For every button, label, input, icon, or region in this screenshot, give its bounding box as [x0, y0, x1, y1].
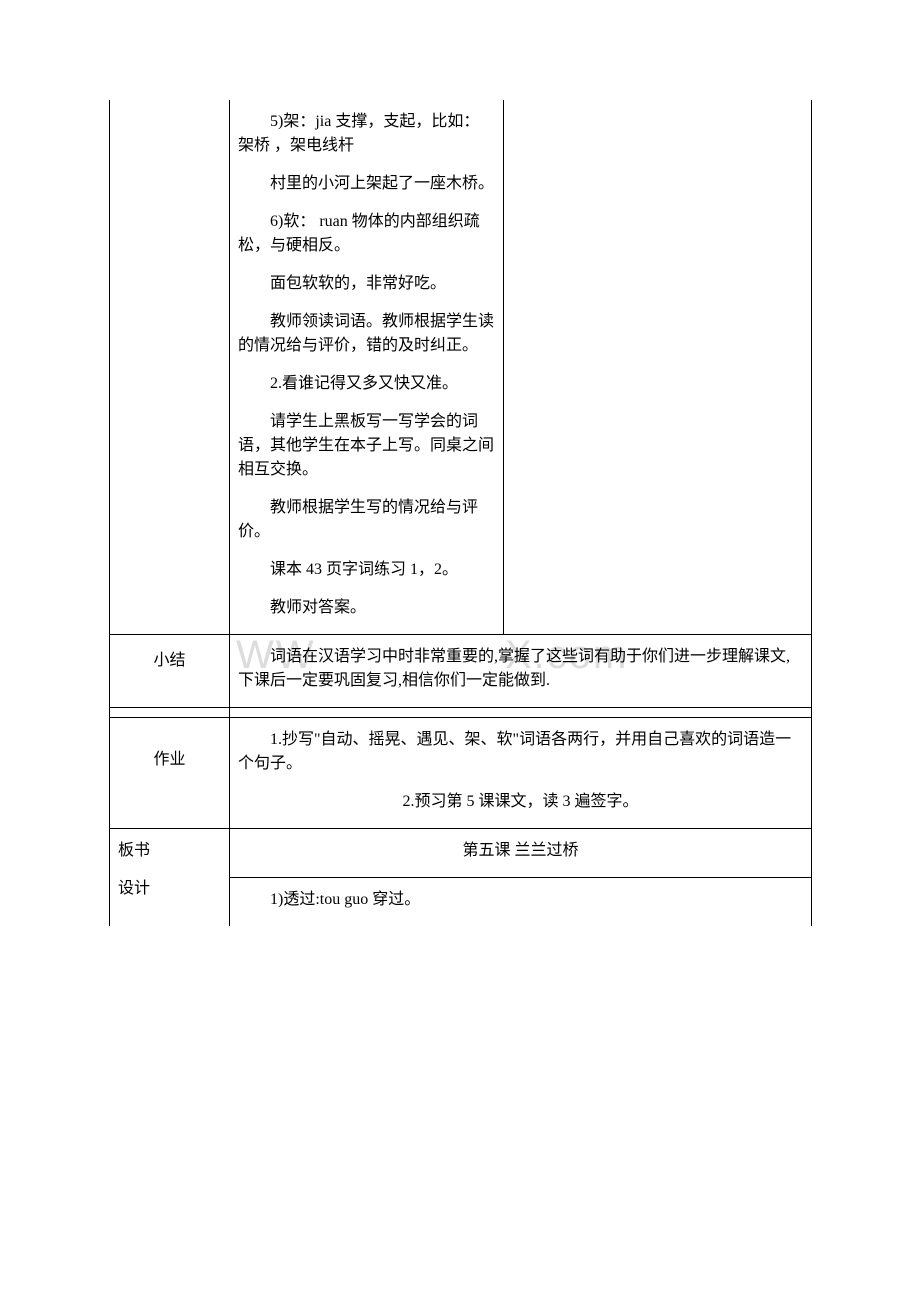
teacher-eval: 教师根据学生写的情况给与评价。 — [238, 496, 495, 544]
homework-content: 1.抄写"自动、摇晃、遇见、架、软"词语各两行，并用自己喜欢的词语造一个句子。 … — [230, 718, 812, 829]
board-title-cell: 第五课 兰兰过桥 — [230, 829, 812, 878]
spacer-cell — [110, 708, 230, 718]
page-content: 5)架：jia 支撑，支起，比如：架桥 ，架电线杆 村里的小河上架起了一座木桥。… — [109, 100, 811, 926]
table-row: 5)架：jia 支撑，支起，比如：架桥 ，架电线杆 村里的小河上架起了一座木桥。… — [110, 100, 812, 635]
teacher-answers: 教师对答案。 — [238, 596, 495, 620]
table-row: 板书 设计 第五课 兰兰过桥 — [110, 829, 812, 878]
vocab-item-5: 5)架：jia 支撑，支起，比如：架桥 ，架电线杆 — [238, 110, 495, 158]
vocab-example-6: 面包软软的，非常好吃。 — [238, 272, 495, 296]
activity-2: 2.看谁记得又多又快又准。 — [238, 372, 495, 396]
summary-text: 词语在汉语学习中时非常重要的,掌握了这些词有助于你们进一步理解课文,下课后一定要… — [238, 645, 803, 693]
spacer-row — [110, 708, 812, 718]
summary-content: 词语在汉语学习中时非常重要的,掌握了这些词有助于你们进一步理解课文,下课后一定要… — [230, 635, 812, 708]
homework-label: 作业 — [110, 718, 230, 829]
textbook-exercise: 课本 43 页字词练习 1，2。 — [238, 558, 495, 582]
vocab-right-cell — [504, 100, 812, 635]
board-label-2: 设计 — [118, 877, 221, 901]
board-write: 请学生上黑板写一写学会的词语，其他学生在本子上写。同桌之间相互交换。 — [238, 410, 495, 482]
vocab-label-cell — [110, 100, 230, 635]
board-label-1: 板书 — [118, 839, 221, 863]
vocab-content-cell: 5)架：jia 支撑，支起，比如：架桥 ，架电线杆 村里的小河上架起了一座木桥。… — [230, 100, 504, 635]
board-item-cell: 1)透过:tou guo 穿过。 — [230, 878, 812, 927]
spacer-cell — [230, 708, 812, 718]
homework-item-1: 1.抄写"自动、摇晃、遇见、架、软"词语各两行，并用自己喜欢的词语造一个句子。 — [238, 728, 803, 776]
teacher-read: 教师领读词语。教师根据学生读的情况给与评价，错的及时纠正。 — [238, 310, 495, 358]
homework-item-2: 2.预习第 5 课课文，读 3 遍签字。 — [238, 790, 803, 814]
table-row: 小结 词语在汉语学习中时非常重要的,掌握了这些词有助于你们进一步理解课文,下课后… — [110, 635, 812, 708]
table-row: 作业 1.抄写"自动、摇晃、遇见、架、软"词语各两行，并用自己喜欢的词语造一个句… — [110, 718, 812, 829]
board-label-cell: 板书 设计 — [110, 829, 230, 927]
summary-label: 小结 — [110, 635, 230, 708]
vocab-item-6: 6)软： ruan 物体的内部组织疏松，与硬相反。 — [238, 210, 495, 258]
board-item-1: 1)透过:tou guo 穿过。 — [238, 888, 803, 912]
board-title: 第五课 兰兰过桥 — [238, 839, 803, 863]
lesson-table: 5)架：jia 支撑，支起，比如：架桥 ，架电线杆 村里的小河上架起了一座木桥。… — [109, 100, 812, 926]
vocab-example-5: 村里的小河上架起了一座木桥。 — [238, 172, 495, 196]
